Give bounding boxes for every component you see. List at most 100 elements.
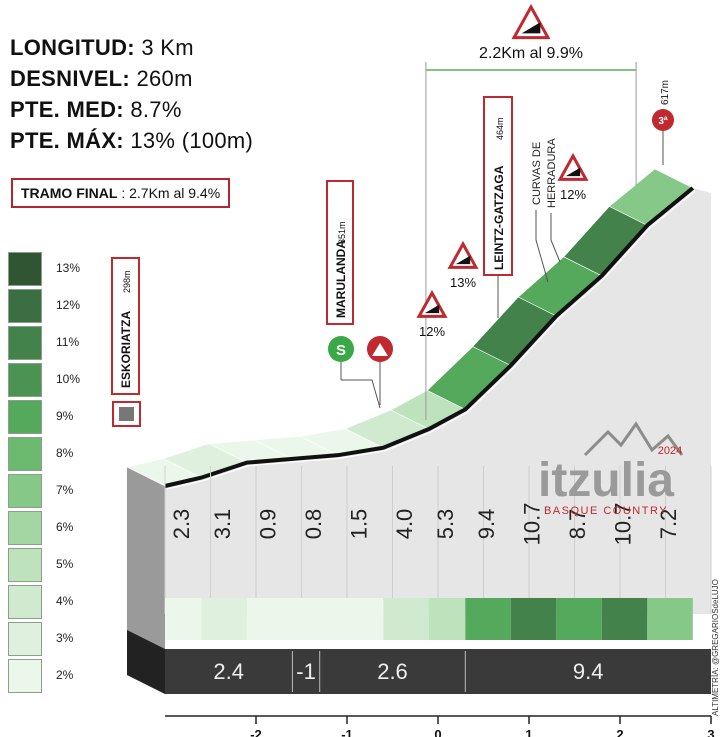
legend-swatch (8, 363, 42, 397)
sprint-label: S (336, 342, 346, 359)
segment-gradient-label: 2.3 (169, 509, 194, 540)
km-average-label: 2.4 (213, 659, 244, 684)
location-box (326, 180, 354, 325)
location-label: ESKORIATZA (119, 311, 133, 388)
legend-swatch (8, 585, 42, 619)
location-box (483, 96, 513, 276)
gradient-warning-icon-slope (424, 304, 440, 314)
start-marker-box (112, 401, 141, 427)
gradient-warning-icon-slope (565, 167, 581, 177)
legend-item: 7% (8, 474, 98, 511)
gradient-strip-cell (428, 598, 466, 640)
segment-gradient-label: 8.7 (565, 509, 590, 540)
final-section-box: TRAMO FINAL : 2.7Km al 9.4% (11, 178, 231, 208)
legend-item: 11% (8, 326, 98, 363)
x-tick-label: 3 (707, 727, 714, 737)
legend-swatch (8, 326, 42, 360)
hairpins-label: CURVAS DE (531, 142, 543, 205)
legend-swatch (8, 400, 42, 434)
gradient-strip-cell (246, 598, 293, 640)
steep-warning-icon-slope (521, 22, 541, 34)
km-band-side (127, 630, 165, 694)
x-tick-label: -1 (341, 727, 353, 737)
x-tick-label: -2 (250, 727, 262, 737)
legend-item: 5% (8, 548, 98, 585)
legend-item: 2% (8, 659, 98, 696)
location-label: MARULANDA (334, 240, 348, 318)
legend-swatch (8, 437, 42, 471)
logo-wordmark: itzulia (538, 454, 674, 507)
legend-item: 4% (8, 585, 98, 622)
location-elevation: 464m (495, 117, 505, 140)
km-average-label: 9.4 (573, 659, 604, 684)
legend-item: 10% (8, 363, 98, 400)
legend-swatch (8, 511, 42, 545)
segment-gradient-label: 1.5 (347, 509, 372, 540)
segment-gradient-label: 5.3 (433, 509, 458, 540)
segment-gradient-label: 10.7 (611, 503, 636, 546)
segment-gradient-label: 4.0 (392, 509, 417, 540)
stat-avg-gradient: PTE. MED: 8.7% (10, 97, 182, 122)
sprint-icon (328, 336, 354, 362)
legend-swatch (8, 474, 42, 508)
gradient-strip-cell (556, 598, 602, 640)
logo-subtitle: BASQUE COUNTRY (544, 505, 668, 517)
km-average-label: -1 (296, 659, 316, 684)
gradient-warning-icon-slope (455, 255, 471, 265)
segment-gradient-label: 7.2 (656, 509, 681, 540)
x-tick-label: 0 (434, 727, 441, 737)
summit-category-icon (652, 109, 674, 131)
gradient-strip-cell (510, 598, 557, 640)
legend-swatch (8, 289, 42, 323)
legend-item: 8% (8, 437, 98, 474)
summit-elevation: 617m (660, 80, 671, 105)
gradient-strip-cell (465, 598, 511, 640)
sprint-leader (341, 379, 381, 409)
location-elevation: 351m (337, 221, 347, 244)
kom-mountain-icon (372, 343, 388, 356)
profile-line (164, 186, 695, 488)
legend-swatch (8, 548, 42, 582)
gradient-legend: 13% 12% 11% 10% 9% 8% 7% 6% 5% 4% 3% 2% (8, 252, 98, 696)
gradient-strip-cell (292, 598, 338, 640)
x-tick-label: 1 (525, 727, 532, 737)
logo-mountains-icon (583, 421, 684, 457)
gradient-annotation: 13% (450, 275, 476, 290)
km-average-label: 2.6 (377, 659, 408, 684)
legend-swatch (8, 252, 42, 286)
segment-gradient-label: 0.9 (256, 509, 281, 540)
profile-line-highlight (166, 190, 696, 490)
location-box (111, 257, 140, 395)
hairpins-leader (535, 210, 549, 283)
segment-gradient-label: 9.4 (474, 509, 499, 540)
logo-year: 2024 (658, 445, 682, 457)
start-flag-icon (119, 407, 134, 421)
gradient-strip-cell (165, 598, 202, 640)
hairpins-leader (550, 213, 561, 263)
x-tick-label: 2 (616, 727, 623, 737)
gradient-strip-cell (201, 598, 247, 640)
legend-item: 6% (8, 511, 98, 548)
stat-length: LONGITUD: 3 Km (10, 35, 194, 60)
gradient-annotation: 12% (560, 187, 586, 202)
segment-gradient-label: 0.8 (301, 509, 326, 540)
legend-swatch (8, 622, 42, 656)
credit-text: ALTIMETRÍA: @GREGARIOSdeLUJO (711, 579, 720, 716)
steep-section-label: 2.2Km al 9.9% (479, 45, 583, 62)
stat-elevation-gain: DESNIVEL: 260m (10, 66, 193, 91)
segment-gradient-label: 10.7 (520, 503, 545, 546)
gradient-strip-cell (647, 598, 693, 640)
segment-gradient-label: 3.1 (210, 509, 235, 540)
legend-item: 9% (8, 400, 98, 437)
km-band (165, 649, 711, 694)
location-elevation: 298m (122, 270, 132, 293)
gradient-annotation: 12% (419, 324, 445, 339)
legend-swatch (8, 659, 42, 693)
gradient-strip-cell (383, 598, 429, 640)
hairpins-label-2: HERRADURA (546, 138, 558, 208)
gradient-strip-cell (337, 598, 384, 640)
gradient-strip-cell (601, 598, 648, 640)
legend-item: 12% (8, 289, 98, 326)
location-label: LEINTZ-GATZAGA (492, 165, 506, 270)
